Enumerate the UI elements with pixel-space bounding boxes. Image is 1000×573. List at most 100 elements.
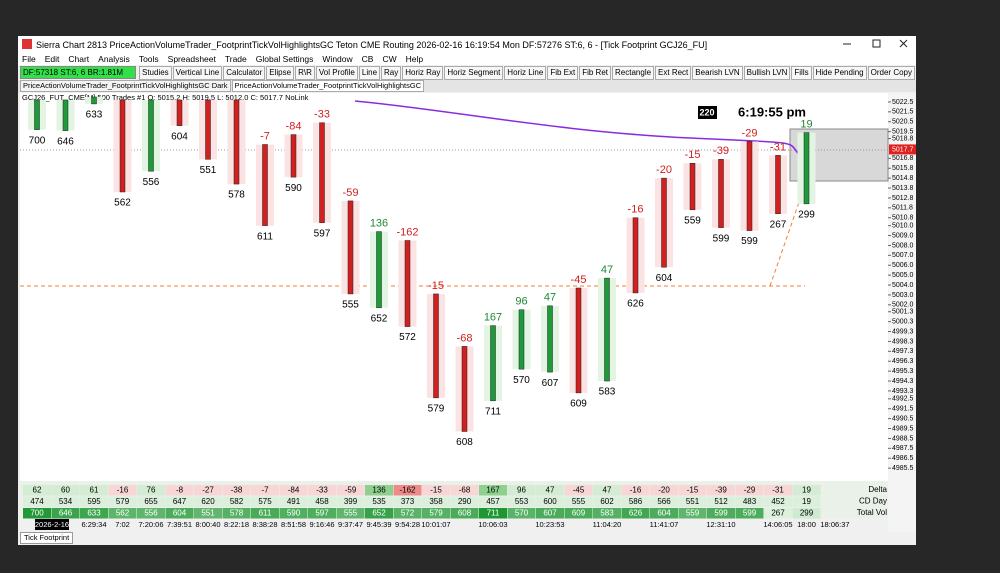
menu-item[interactable]: Chart	[68, 54, 90, 64]
footprint-bar	[176, 99, 183, 126]
menu-item[interactable]: CW	[382, 54, 397, 64]
toolbar-button[interactable]: Ray	[381, 65, 402, 80]
menu-item[interactable]: Spreadsheet	[167, 54, 216, 64]
table-cell	[707, 485, 735, 496]
footprint-bar	[148, 99, 154, 172]
menu-item[interactable]: Analysis	[98, 54, 130, 64]
toolbar-button[interactable]: Bullish LVN	[743, 65, 791, 80]
toolbar-button[interactable]: Studies	[138, 65, 172, 80]
delta-label: -162	[396, 226, 418, 238]
x-tick-label: 9:37:47	[338, 520, 363, 529]
toolbar-button[interactable]: Rectangle	[612, 65, 655, 80]
table-cell	[80, 508, 108, 519]
footprint-bar	[775, 155, 781, 215]
toolbar-button[interactable]: Vol Profile	[315, 65, 358, 80]
delta-label: -15	[428, 280, 444, 292]
volume-label: 646	[57, 136, 74, 147]
delta-label: -7	[260, 130, 270, 142]
menu-item[interactable]: Tools	[138, 54, 159, 64]
table-value: 626	[629, 509, 643, 518]
x-tick-label: 12:31:10	[706, 520, 735, 529]
chart-tab[interactable]: PriceActionVolumeTrader_FootprintTickVol…	[231, 80, 425, 92]
table-value: 535	[372, 497, 386, 506]
table-cell	[336, 496, 365, 507]
toolbar-button[interactable]: Line	[358, 65, 381, 80]
toolbar-button[interactable]: Order Copy	[867, 65, 915, 80]
bottom-tab[interactable]: Tick Footprint	[20, 532, 74, 544]
footprint-bar	[91, 96, 97, 105]
volume-label: 572	[399, 332, 416, 343]
footprint-bar	[119, 99, 126, 193]
volume-label: 711	[485, 406, 501, 417]
table-cell	[308, 496, 336, 507]
tab-bar: PriceActionVolumeTrader_FootprintTickVol…	[18, 80, 916, 92]
toolbar-button[interactable]: Horiz Line	[504, 65, 547, 80]
table-value: 609	[572, 509, 586, 518]
table-cell	[792, 496, 821, 507]
volume-label: 604	[171, 131, 188, 142]
table-cell	[222, 496, 251, 507]
footprint-bar	[547, 305, 553, 373]
menu-item[interactable]: CB	[361, 54, 374, 64]
y-tick-label: 5013.8	[892, 185, 914, 192]
toolbar-button[interactable]: Fib Ext	[547, 65, 579, 80]
menu-item[interactable]: Edit	[44, 54, 60, 64]
table-value: 483	[743, 497, 757, 506]
table-value: -15	[687, 486, 699, 495]
table-value: -68	[459, 486, 471, 495]
x-tick-label: 9:45:39	[366, 520, 391, 529]
table-cell	[792, 485, 821, 496]
table-value: 61	[90, 486, 99, 495]
toolbar-button[interactable]: Hide Pending	[812, 65, 867, 80]
toolbar-button[interactable]: Ext Rect	[655, 65, 692, 80]
y-tick-label: 4989.5	[892, 425, 914, 432]
menu-bar: File Edit Chart Analysis Tools Spreadsheet Tra…	[18, 53, 916, 65]
table-value: 595	[87, 497, 101, 506]
toolbar-button[interactable]: R\R	[295, 65, 315, 80]
table-cell	[194, 485, 222, 496]
chart-tab[interactable]: PriceActionVolumeTrader_FootprintTickVol…	[20, 80, 231, 92]
table-cell	[564, 496, 593, 507]
table-cell	[507, 496, 536, 507]
table-cell	[308, 508, 336, 519]
y-tick-label: 5001.3	[892, 309, 914, 316]
menu-item[interactable]: Help	[405, 54, 424, 64]
footprint-bar	[433, 293, 439, 399]
table-value: 586	[629, 497, 643, 506]
menu-item[interactable]: Trade	[224, 54, 247, 64]
delta-label: -29	[742, 127, 758, 139]
toolbar-button[interactable]: Fills	[791, 65, 812, 80]
table-value: 579	[116, 497, 130, 506]
y-tick-label: 4991.5	[892, 406, 914, 413]
footprint-bar	[62, 99, 69, 131]
table-value: 604	[173, 509, 187, 518]
table-cell	[507, 508, 536, 519]
y-tick-label: 5003.0	[892, 292, 914, 299]
toolbar-button[interactable]: Vertical Line	[172, 65, 223, 80]
table-value: 599	[743, 509, 757, 518]
delta-label: 47	[544, 292, 556, 304]
footprint-bar	[205, 99, 211, 160]
toolbar-button[interactable]: Fib Ret	[579, 65, 612, 80]
volume-label: 555	[342, 300, 359, 311]
volume-label: 551	[200, 165, 217, 176]
menu-item[interactable]: Window	[322, 54, 353, 64]
y-tick-label: 5012.8	[892, 195, 914, 202]
table-value: 604	[657, 509, 671, 518]
toolbar-button[interactable]: Horiz Ray	[402, 65, 444, 80]
table-cell	[764, 508, 792, 519]
table-cell	[222, 485, 251, 496]
volume-label: 597	[314, 228, 331, 239]
table-cell	[621, 496, 650, 507]
toolbar-button[interactable]: Elipse	[266, 65, 295, 80]
table-value: 572	[401, 509, 415, 518]
toolbar-button[interactable]: Horiz Segment	[444, 65, 504, 80]
menu-item[interactable]: File	[22, 54, 36, 64]
menu-item[interactable]: Global Settings	[255, 54, 314, 64]
x-tick-label: 6:29:34	[81, 520, 106, 529]
y-tick-label: 4987.5	[892, 445, 914, 452]
toolbar-button[interactable]: Bearish LVN	[692, 65, 743, 80]
table-value: 373	[401, 497, 415, 506]
toolbar-button[interactable]: Calculator	[223, 65, 266, 80]
footprint-bar	[404, 240, 411, 327]
